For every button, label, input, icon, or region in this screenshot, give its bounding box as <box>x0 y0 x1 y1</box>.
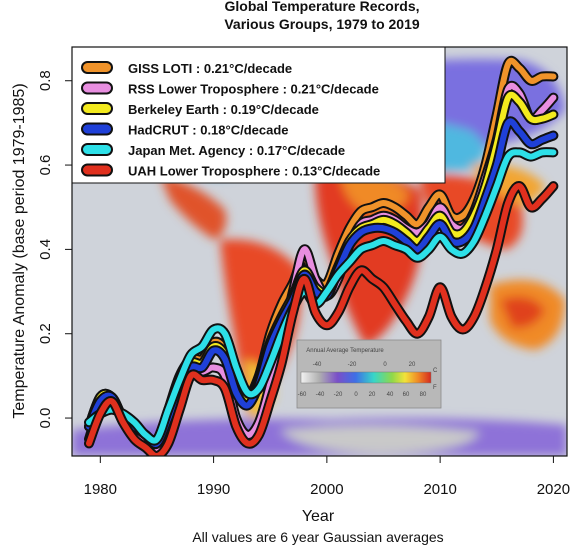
scale-title: Annual Average Temperature <box>306 348 384 354</box>
legend-swatch <box>81 61 113 74</box>
legend-swatch <box>81 163 113 177</box>
legend-label: UAH Lower Troposphere : 0.13°C/decade <box>128 164 380 179</box>
y-tick-label: 0.8 <box>37 70 54 91</box>
y-axis-label: Temperature Anomaly (base period 1979-19… <box>11 83 28 418</box>
scale-c-unit: C <box>433 368 438 374</box>
x-tick-label: 1980 <box>84 481 117 498</box>
chart-title-line-2: Various Groups, 1979 to 2019 <box>224 16 420 32</box>
y-tick-label: 0.0 <box>37 408 54 429</box>
x-tick-label: 2020 <box>537 481 570 498</box>
scale-c-tick: 0 <box>383 362 387 368</box>
scale-f-unit: F <box>433 385 437 391</box>
scale-c-tick: 20 <box>409 362 416 368</box>
legend-label: RSS Lower Troposphere : 0.21°C/decade <box>128 82 379 97</box>
scale-f-tick: -40 <box>316 392 325 398</box>
scale-f-tick: 60 <box>403 392 410 398</box>
series-line-5 <box>86 183 557 456</box>
legend-swatch <box>81 102 113 115</box>
x-tick-label: 2010 <box>423 481 456 498</box>
scale-c-tick: -20 <box>348 362 357 368</box>
x-axis-label: Year <box>302 508 335 525</box>
scale-f-tick: 0 <box>354 392 358 398</box>
legend-swatch <box>81 143 113 156</box>
legend-label: Japan Met. Agency : 0.17°C/decade <box>128 143 345 158</box>
chart-footnote: All values are 6 year Gaussian averages <box>192 529 443 545</box>
chart-title-line-1: Global Temperature Records, <box>224 0 419 14</box>
x-tick-label: 2000 <box>310 481 343 498</box>
x-tick-label: 1990 <box>197 481 230 498</box>
legend-label: HadCRUT : 0.18°C/decade <box>128 123 289 138</box>
y-tick-label: 0.4 <box>37 239 54 260</box>
scale-f-tick: -60 <box>298 392 307 398</box>
legend-swatch <box>81 81 113 95</box>
legend: GISS LOTI : 0.21°C/decade RSS Lower Tropo… <box>71 46 446 184</box>
temperature-scale-inset: Annual Average Temperature -40 -20 0 20 … <box>296 339 442 409</box>
scale-f-tick: 40 <box>387 392 394 398</box>
y-tick-label: 0.6 <box>37 155 54 176</box>
legend-label: Berkeley Earth : 0.19°C/decade <box>128 102 319 117</box>
plot-frame <box>71 46 568 457</box>
legend-label: GISS LOTI : 0.21°C/decade <box>128 61 292 76</box>
scale-f-tick: 80 <box>420 392 427 398</box>
scale-c-tick: -40 <box>313 362 322 368</box>
scale-f-tick: -20 <box>334 392 343 398</box>
scale-color-bar <box>300 371 432 384</box>
scale-f-tick: 20 <box>369 392 376 398</box>
legend-swatch <box>81 122 113 136</box>
series-line-4 <box>86 149 557 444</box>
y-tick-label: 0.2 <box>37 323 54 344</box>
